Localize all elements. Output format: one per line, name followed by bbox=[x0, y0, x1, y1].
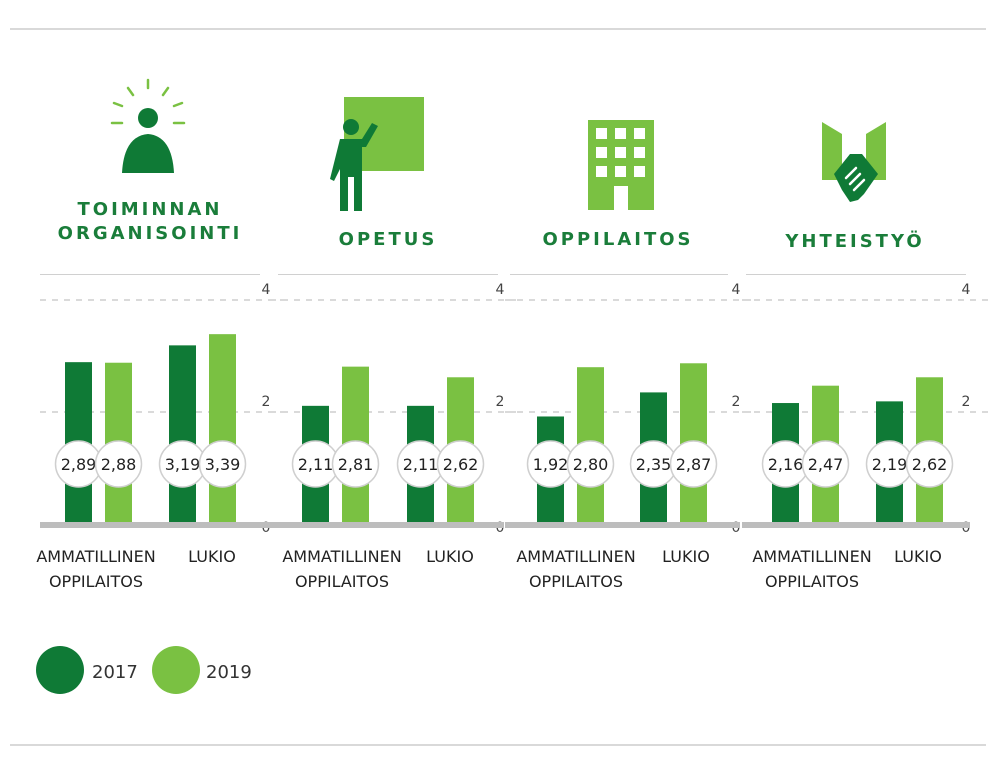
value-label: 3,19 bbox=[165, 455, 201, 474]
legend-swatch-2019 bbox=[152, 646, 200, 694]
person-idea-icon bbox=[110, 78, 186, 173]
y-tick-label: 2 bbox=[732, 394, 741, 410]
value-label-badge bbox=[566, 440, 615, 488]
panel-separator bbox=[746, 274, 966, 275]
legend-swatch-2017 bbox=[36, 646, 84, 694]
category-label: AMMATILLINEN bbox=[752, 547, 871, 566]
category-label: AMMATILLINEN bbox=[516, 547, 635, 566]
legend-label-2017: 2017 bbox=[92, 662, 138, 683]
x-axis-baseline bbox=[270, 522, 504, 528]
bottom-rule bbox=[10, 744, 986, 746]
panel-separator bbox=[278, 274, 498, 275]
value-label: 1,92 bbox=[533, 455, 569, 474]
value-label-badge bbox=[94, 440, 143, 488]
panel-separator bbox=[510, 274, 728, 275]
handshake-icon bbox=[822, 122, 886, 202]
panel-title-3: OPPILAITOS bbox=[542, 229, 694, 250]
category-label: OPPILAITOS bbox=[49, 572, 143, 591]
value-label: 2,80 bbox=[573, 455, 609, 474]
value-label: 2,89 bbox=[61, 455, 97, 474]
category-label: OPPILAITOS bbox=[529, 572, 623, 591]
y-tick-label: 2 bbox=[262, 394, 271, 410]
value-label: 2,62 bbox=[443, 455, 479, 474]
value-label-badge bbox=[331, 440, 380, 488]
x-axis-baseline bbox=[742, 522, 970, 528]
value-label: 2,11 bbox=[298, 455, 334, 474]
x-axis-baseline bbox=[40, 522, 270, 528]
panel-title-2: OPETUS bbox=[338, 229, 438, 250]
value-label: 2,35 bbox=[636, 455, 672, 474]
category-label: OPPILAITOS bbox=[765, 572, 859, 591]
x-axis-baseline bbox=[505, 522, 740, 528]
category-label: AMMATILLINEN bbox=[36, 547, 155, 566]
value-label-badge bbox=[801, 440, 850, 488]
panel-title-4: YHTEISTYÖ bbox=[785, 231, 925, 252]
value-label: 2,16 bbox=[768, 455, 804, 474]
category-label: LUKIO bbox=[662, 547, 710, 566]
value-label-badge bbox=[669, 440, 718, 488]
category-label: OPPILAITOS bbox=[295, 572, 389, 591]
y-tick-label: 4 bbox=[732, 282, 741, 298]
category-label: LUKIO bbox=[188, 547, 236, 566]
value-label: 2,47 bbox=[808, 455, 844, 474]
legend-label-2019: 2019 bbox=[206, 662, 252, 683]
panel-title-1: TOIMINNAN ORGANISOINTI bbox=[57, 199, 243, 244]
value-label: 2,87 bbox=[676, 455, 712, 474]
value-label: 3,39 bbox=[205, 455, 241, 474]
value-label: 2,11 bbox=[403, 455, 439, 474]
y-tick-label: 2 bbox=[496, 394, 505, 410]
teacher-board-icon bbox=[330, 97, 424, 211]
value-label-badge bbox=[198, 440, 247, 488]
building-icon bbox=[588, 120, 654, 210]
value-label: 2,62 bbox=[912, 455, 948, 474]
value-label-badge bbox=[905, 440, 954, 488]
panel-separator bbox=[40, 274, 260, 275]
value-label: 2,81 bbox=[338, 455, 374, 474]
y-tick-label: 2 bbox=[962, 394, 971, 410]
y-tick-label: 4 bbox=[262, 282, 271, 298]
value-label-badge bbox=[436, 440, 485, 488]
value-label: 2,19 bbox=[872, 455, 908, 474]
value-label: 2,88 bbox=[101, 455, 137, 474]
category-label: LUKIO bbox=[426, 547, 474, 566]
category-label: AMMATILLINEN bbox=[282, 547, 401, 566]
category-label: LUKIO bbox=[894, 547, 942, 566]
y-tick-label: 4 bbox=[496, 282, 505, 298]
top-rule bbox=[10, 28, 986, 30]
y-tick-label: 4 bbox=[962, 282, 971, 298]
bar-2019-2 bbox=[209, 334, 236, 524]
bar-2017-2 bbox=[169, 345, 196, 524]
